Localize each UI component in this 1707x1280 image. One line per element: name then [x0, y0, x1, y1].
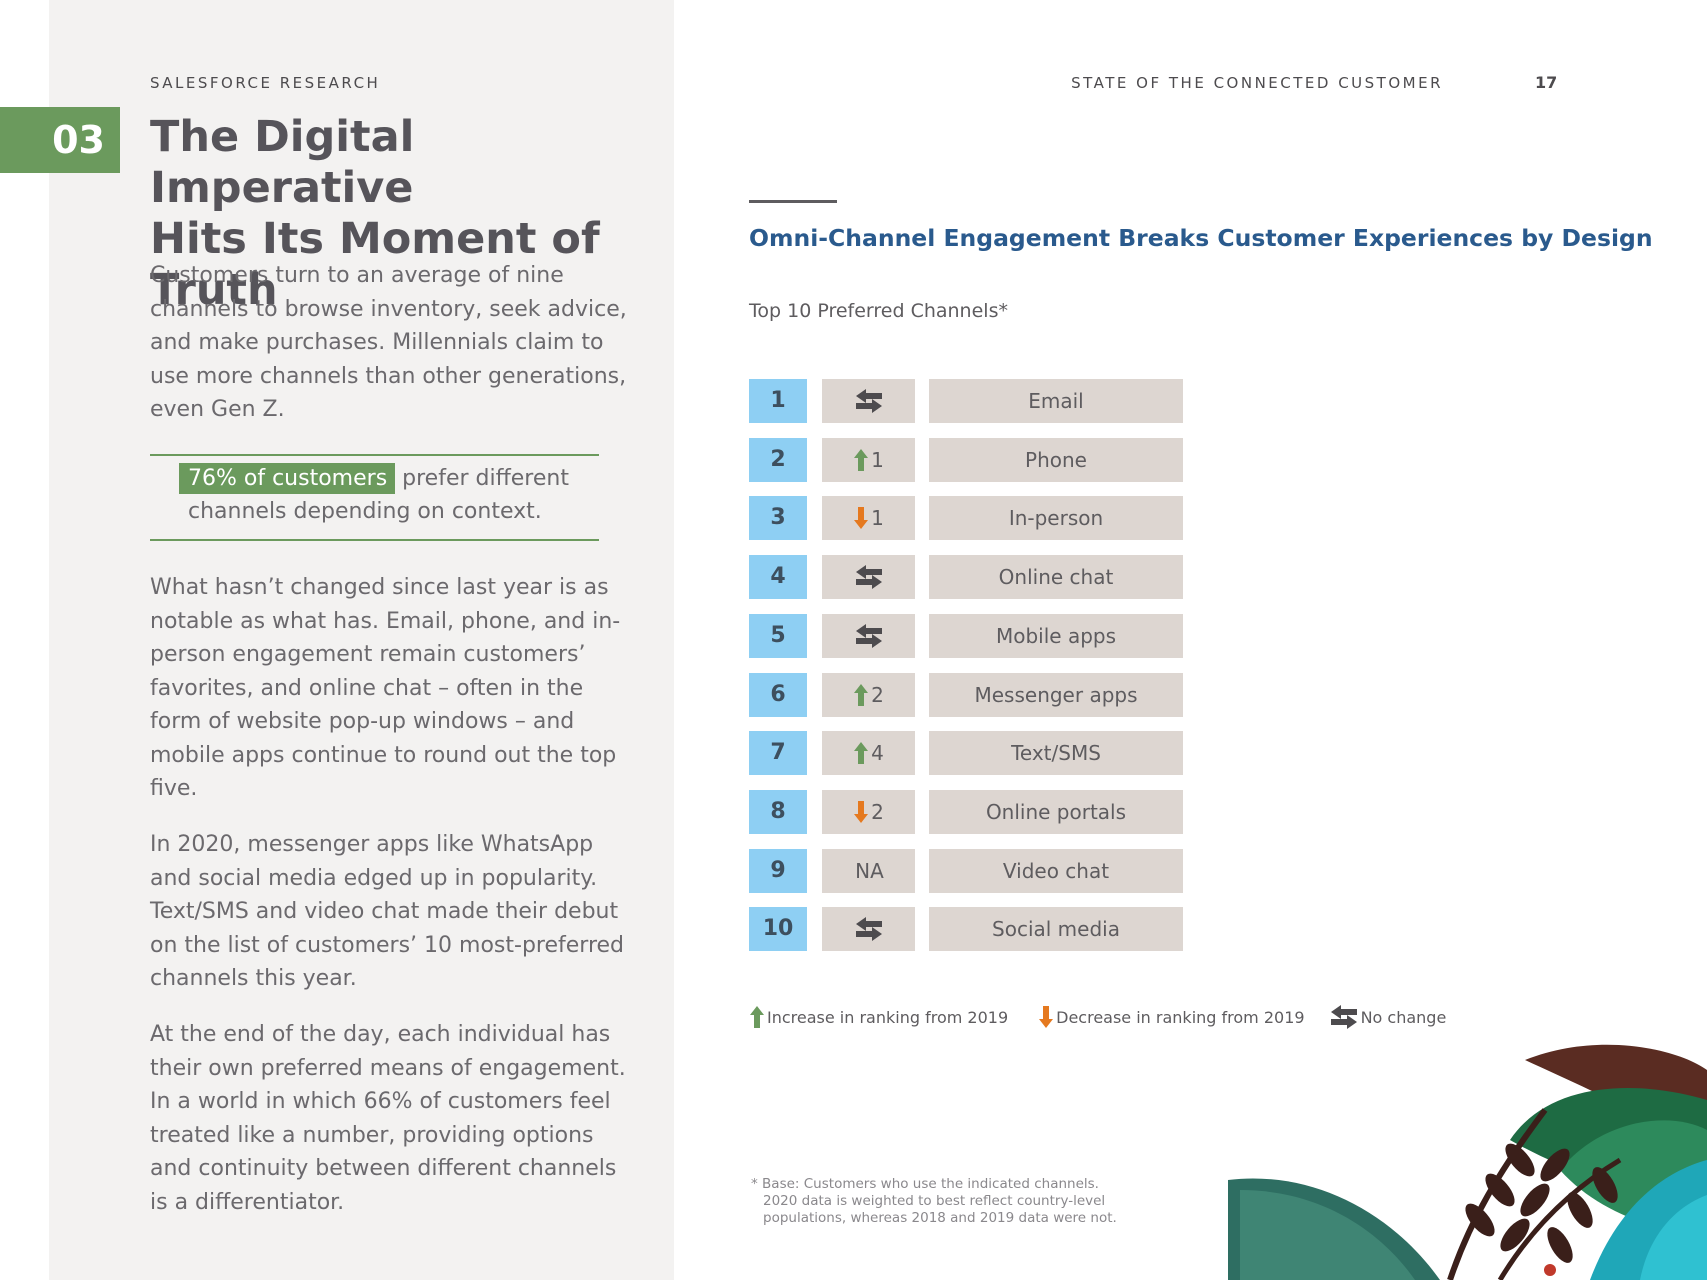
body-paragraph-4: At the end of the day, each individual h… — [150, 1022, 626, 1215]
up-arrow-icon — [749, 1005, 767, 1029]
legend-increase: Increase in ranking from 2019 — [749, 1005, 1008, 1029]
legend-increase-label: Increase in ranking from 2019 — [767, 1007, 1009, 1027]
channel-name: Email — [929, 379, 1183, 423]
rank-number: 9 — [749, 849, 807, 893]
rank-change: 4 — [822, 731, 915, 775]
chapter-title-line2: Hits Its Moment of Truth — [150, 214, 600, 315]
channel-name: Messenger apps — [929, 673, 1183, 717]
channel-name: Text/SMS — [929, 731, 1183, 775]
down-arrow-icon — [1038, 1005, 1056, 1029]
callout-text: 76% of customers prefer different channe… — [179, 462, 588, 528]
rank-number: 6 — [749, 673, 807, 717]
rank-change-value: 4 — [871, 741, 884, 765]
down-arrow-icon — [853, 506, 869, 530]
section-title: Omni-Channel Engagement Breaks Customer … — [749, 224, 1653, 252]
up-arrow-icon — [853, 741, 869, 765]
body-paragraph-1: Customers turn to an average of nine cha… — [150, 263, 627, 422]
rank-number: 7 — [749, 731, 807, 775]
swap-arrows-icon — [854, 564, 884, 590]
chapter-number: 03 — [0, 107, 120, 173]
footnote: * Base: Customers who use the indicated … — [751, 1176, 1171, 1227]
chapter-title-line1: The Digital Imperative — [150, 112, 415, 213]
legend-no-change: No change — [1329, 1004, 1447, 1030]
foliage-illustration — [1228, 1044, 1707, 1280]
body-paragraph-3: In 2020, messenger apps like WhatsApp an… — [150, 832, 625, 991]
up-arrow-icon — [853, 683, 869, 707]
body-paragraph-2: What hasn’t changed since last year is a… — [150, 575, 621, 801]
rank-change: 1 — [822, 496, 915, 540]
channel-name: Video chat — [929, 849, 1183, 893]
rank-change: 2 — [822, 673, 915, 717]
footnote-line-1: * Base: Customers who use the indicated … — [751, 1176, 1099, 1192]
down-arrow-icon — [853, 800, 869, 824]
rank-change-value: 2 — [871, 683, 884, 707]
rank-change — [822, 907, 915, 951]
swap-arrows-icon — [854, 623, 884, 649]
legend: Increase in ranking from 2019 Decrease i… — [749, 1004, 1446, 1030]
rank-number: 10 — [749, 907, 807, 951]
rank-change-value: NA — [855, 859, 884, 883]
legend-no-change-label: No change — [1360, 1007, 1447, 1027]
rank-change: NA — [822, 849, 915, 893]
rank-number: 2 — [749, 438, 807, 482]
report-eyebrow: SALESFORCE RESEARCH — [150, 74, 381, 92]
swap-arrows-icon — [1329, 1004, 1361, 1030]
rank-change: 2 — [822, 790, 915, 834]
rank-number: 1 — [749, 379, 807, 423]
channel-name: Social media — [929, 907, 1183, 951]
rank-change-value: 1 — [871, 448, 884, 472]
swap-arrows-icon — [854, 916, 884, 942]
rank-number: 5 — [749, 614, 807, 658]
footnote-line-3: populations, whereas 2018 and 2019 data … — [763, 1210, 1117, 1226]
legend-decrease-label: Decrease in ranking from 2019 — [1056, 1007, 1305, 1027]
chapter-title: The Digital Imperative Hits Its Moment o… — [150, 112, 670, 316]
footnote-line-2: 2020 data is weighted to best reflect co… — [763, 1193, 1106, 1209]
rank-change — [822, 555, 915, 599]
chart-subtitle: Top 10 Preferred Channels* — [749, 300, 1008, 322]
swap-arrows-icon — [854, 388, 884, 414]
rank-number: 8 — [749, 790, 807, 834]
left-panel — [49, 0, 674, 1280]
rank-change — [822, 379, 915, 423]
channel-name: Online portals — [929, 790, 1183, 834]
section-rule — [749, 200, 837, 203]
report-title: STATE OF THE CONNECTED CUSTOMER — [1071, 74, 1443, 92]
channel-name: In-person — [929, 496, 1183, 540]
callout-rest: prefer different channels depending on c… — [188, 466, 569, 524]
callout: 76% of customers prefer different channe… — [150, 454, 599, 541]
rank-change — [822, 614, 915, 658]
rank-change: 1 — [822, 438, 915, 482]
page-number: 17 — [1535, 73, 1558, 92]
rank-change-value: 2 — [871, 800, 884, 824]
legend-decrease: Decrease in ranking from 2019 — [1038, 1005, 1305, 1029]
channel-name: Mobile apps — [929, 614, 1183, 658]
rank-number: 4 — [749, 555, 807, 599]
channel-name: Online chat — [929, 555, 1183, 599]
up-arrow-icon — [853, 448, 869, 472]
rank-number: 3 — [749, 496, 807, 540]
channel-name: Phone — [929, 438, 1183, 482]
rank-change-value: 1 — [871, 506, 884, 530]
callout-highlight: 76% of customers — [179, 463, 396, 494]
